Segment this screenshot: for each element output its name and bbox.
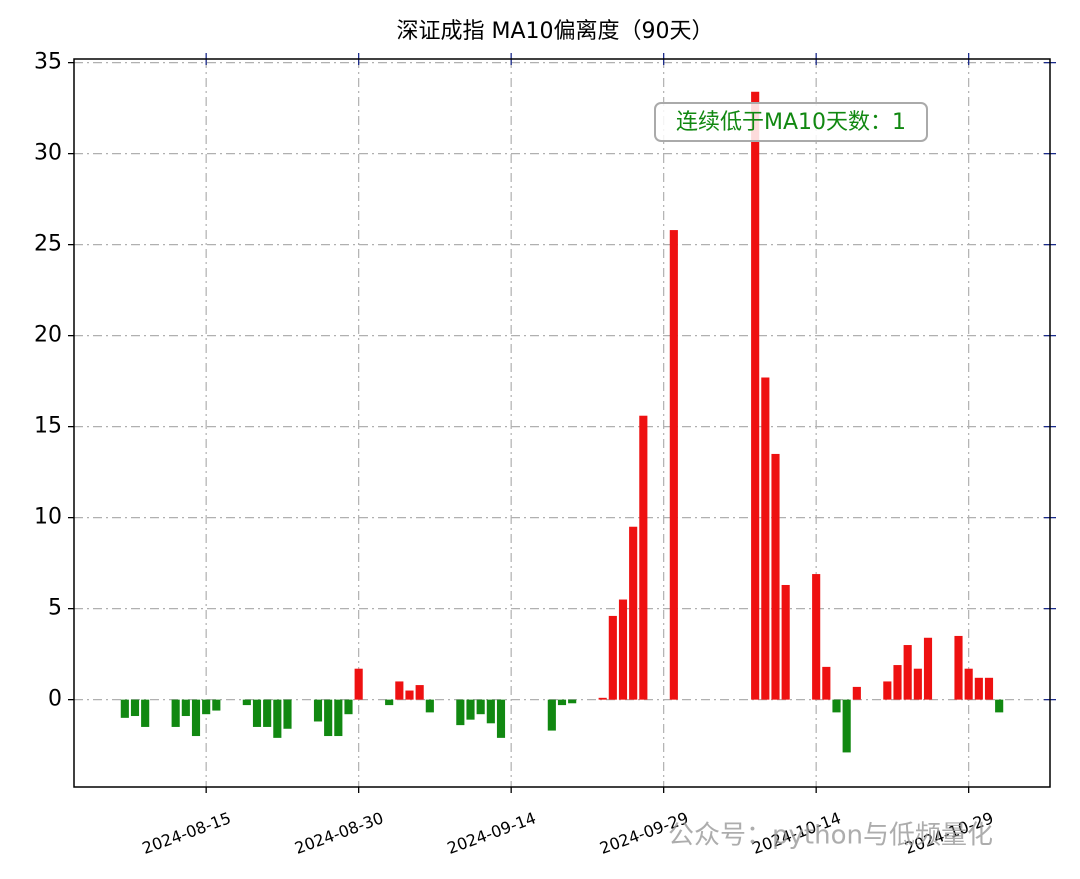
y-tick-label: 35 <box>34 50 62 75</box>
bar <box>751 91 760 700</box>
y-tick-label: 10 <box>34 505 62 530</box>
bar <box>629 526 638 700</box>
bar <box>557 699 567 706</box>
x-tick-label: 2024-09-14 <box>445 808 539 858</box>
bar <box>283 699 292 729</box>
bar <box>120 699 129 718</box>
bar <box>781 584 790 700</box>
bar <box>547 699 556 731</box>
bar <box>893 665 902 700</box>
bar <box>324 699 333 737</box>
bar <box>181 699 190 717</box>
bar <box>913 668 922 700</box>
bar <box>476 699 485 715</box>
bar <box>669 230 678 700</box>
bar <box>496 699 506 738</box>
bar <box>822 666 831 700</box>
bar <box>191 699 201 737</box>
bar <box>974 677 983 700</box>
bar <box>466 699 475 720</box>
bar <box>171 699 180 727</box>
bar <box>273 699 282 738</box>
bar <box>771 453 780 700</box>
bar <box>242 699 251 706</box>
bar <box>964 668 973 700</box>
bar <box>425 699 434 713</box>
bar <box>608 615 617 700</box>
bar <box>486 699 495 724</box>
bar <box>995 699 1004 713</box>
bar <box>405 690 414 700</box>
bar <box>141 699 150 727</box>
bar <box>923 637 933 700</box>
bar <box>313 699 323 722</box>
bar <box>415 685 424 700</box>
bar <box>618 599 628 700</box>
y-tick-label: 30 <box>34 141 62 166</box>
watermark: 公众号：python与低频量化 <box>668 821 993 851</box>
y-tick-label: 5 <box>48 596 62 621</box>
bar <box>354 668 363 700</box>
bar <box>130 699 140 717</box>
bar <box>212 699 221 711</box>
y-tick-label: 25 <box>34 232 62 257</box>
bar <box>984 677 994 700</box>
bar <box>344 699 353 715</box>
bar <box>852 686 861 700</box>
bar <box>903 645 912 700</box>
x-tick-label: 2024-08-30 <box>292 808 386 858</box>
bar <box>202 699 211 715</box>
bar <box>598 697 607 700</box>
bar <box>883 681 892 700</box>
bar <box>832 699 841 713</box>
chart-title: 深证成指 MA10偏离度（90天） <box>396 19 713 44</box>
bar <box>395 681 404 700</box>
bar <box>761 377 770 700</box>
bar <box>252 699 262 727</box>
annotation: 连续低于MA10天数：1 <box>676 110 906 135</box>
bar <box>639 415 648 700</box>
bar <box>812 574 821 700</box>
y-tick-label: 15 <box>34 414 62 439</box>
bar <box>334 699 343 737</box>
y-tick-label: 0 <box>48 687 62 712</box>
bar <box>568 699 577 704</box>
y-tick-label: 20 <box>34 323 62 348</box>
bar <box>385 699 394 706</box>
bar <box>263 699 272 727</box>
bar <box>954 635 963 700</box>
annotation-box <box>654 102 928 142</box>
bar <box>456 699 465 726</box>
plot-frame <box>73 58 1051 788</box>
x-tick-label: 2024-08-15 <box>140 808 234 858</box>
bar <box>842 699 851 753</box>
